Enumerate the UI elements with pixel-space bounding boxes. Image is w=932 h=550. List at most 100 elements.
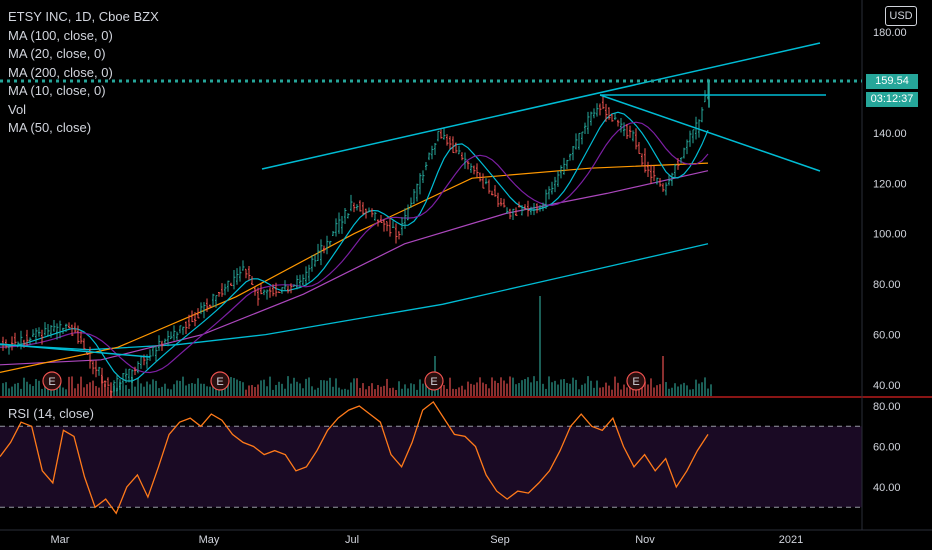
volume-bar (218, 386, 220, 396)
volume-bar (275, 384, 277, 396)
volume-bar (617, 382, 619, 396)
volume-bar (680, 384, 682, 396)
volume-bar (20, 388, 22, 396)
volume-bar (443, 384, 445, 396)
volume-bar (176, 380, 178, 396)
volume-bar (2, 383, 4, 396)
volume-bar (452, 388, 454, 396)
legend-ma20[interactable]: MA (20, close, 0) (8, 46, 106, 61)
volume-bar (185, 385, 187, 396)
ma20-line (0, 121, 709, 374)
volume-bar (38, 380, 40, 396)
volume-bar (491, 377, 493, 396)
volume-bar (212, 379, 214, 396)
volume-bar (197, 378, 199, 396)
volume-bar (5, 382, 7, 396)
volume-bar (149, 384, 151, 396)
volume-bar (524, 378, 526, 396)
volume-bar (419, 379, 421, 396)
volume-bar (590, 380, 592, 396)
volume-bar (305, 378, 307, 396)
volume-bar (428, 385, 430, 396)
volume-bar (656, 385, 658, 396)
volume-bar (173, 384, 175, 396)
volume-bar (503, 380, 505, 396)
volume-bar (425, 379, 427, 396)
volume-bar (470, 383, 472, 396)
volume-bar (95, 386, 97, 396)
volume-bar (548, 376, 550, 396)
volume-bar (128, 388, 130, 396)
volume-bar (410, 383, 412, 396)
volume-bar (464, 389, 466, 396)
volume-bar (389, 388, 391, 396)
currency-badge[interactable]: USD (885, 6, 917, 26)
price-tick-label: 40.00 (873, 380, 901, 392)
volume-bar (248, 385, 250, 396)
volume-bar (683, 382, 685, 396)
volume-bar (368, 386, 370, 396)
volume-bar (404, 384, 406, 396)
volume-bar (545, 388, 547, 396)
volume-bar (188, 383, 190, 396)
volume-bar (563, 379, 565, 396)
volume-bar (182, 376, 184, 396)
legend-ma200[interactable]: MA (200, close, 0) (8, 64, 113, 80)
legend-ma10[interactable]: MA (10, close, 0) (8, 83, 106, 98)
volume-bar (377, 385, 379, 396)
volume-bar (614, 376, 616, 396)
volume-bar (533, 376, 535, 396)
volume-bar (638, 385, 640, 396)
time-tick-label: Sep (490, 534, 510, 546)
legend-ma50[interactable]: MA (50, close) (8, 120, 92, 135)
rsi-legend[interactable]: RSI (14, close) (8, 406, 94, 421)
volume-bar (326, 380, 328, 396)
volume-bar (53, 387, 55, 396)
volume-bar (245, 389, 247, 396)
volume-bar (416, 389, 418, 396)
last-price-tag: 159.54 (866, 74, 918, 89)
earnings-marker-label: E (216, 376, 223, 388)
volume-bar (329, 377, 331, 396)
volume-bar (446, 388, 448, 396)
legend-ma100[interactable]: MA (100, close, 0) (8, 27, 113, 43)
volume-bar (395, 389, 397, 396)
volume-bar (266, 386, 268, 396)
ma10-line (0, 111, 709, 382)
countdown-tag: 03:12:37 (866, 92, 918, 107)
volume-bar (536, 381, 538, 396)
volume-bar (707, 388, 709, 396)
volume-bar (476, 382, 478, 396)
volume-bar (152, 379, 154, 396)
symbol-title[interactable]: ETSY INC, 1D, Cboe BZX (8, 9, 159, 24)
volume-bar (347, 389, 349, 396)
volume-bar (401, 388, 403, 396)
volume-bar (413, 384, 415, 396)
volume-bar (98, 387, 100, 396)
price-tick-label: 100.00 (873, 229, 907, 241)
price-tick-label: 140.00 (873, 128, 907, 140)
volume-bar (359, 387, 361, 396)
volume-bar (611, 389, 613, 396)
volume-bar (695, 379, 697, 396)
volume-bar (647, 384, 649, 396)
volume-bar (353, 378, 355, 396)
descending-trendline (599, 94, 821, 172)
volume-bar (269, 376, 271, 396)
volume-bar (77, 383, 79, 396)
volume-bar (17, 382, 19, 396)
legend-vol[interactable]: Vol (8, 101, 27, 117)
volume-bar (104, 383, 106, 396)
volume-bar (344, 388, 346, 396)
volume-bar (518, 383, 520, 396)
volume-bar (467, 381, 469, 396)
volume-bar (665, 382, 667, 396)
earnings-marker-label: E (632, 376, 639, 388)
volume-bar (488, 388, 490, 396)
volume-bar (32, 386, 34, 396)
volume-bar (281, 383, 283, 396)
volume-bar (71, 376, 73, 396)
volume-bar (167, 388, 169, 396)
volume-bar (623, 384, 625, 396)
